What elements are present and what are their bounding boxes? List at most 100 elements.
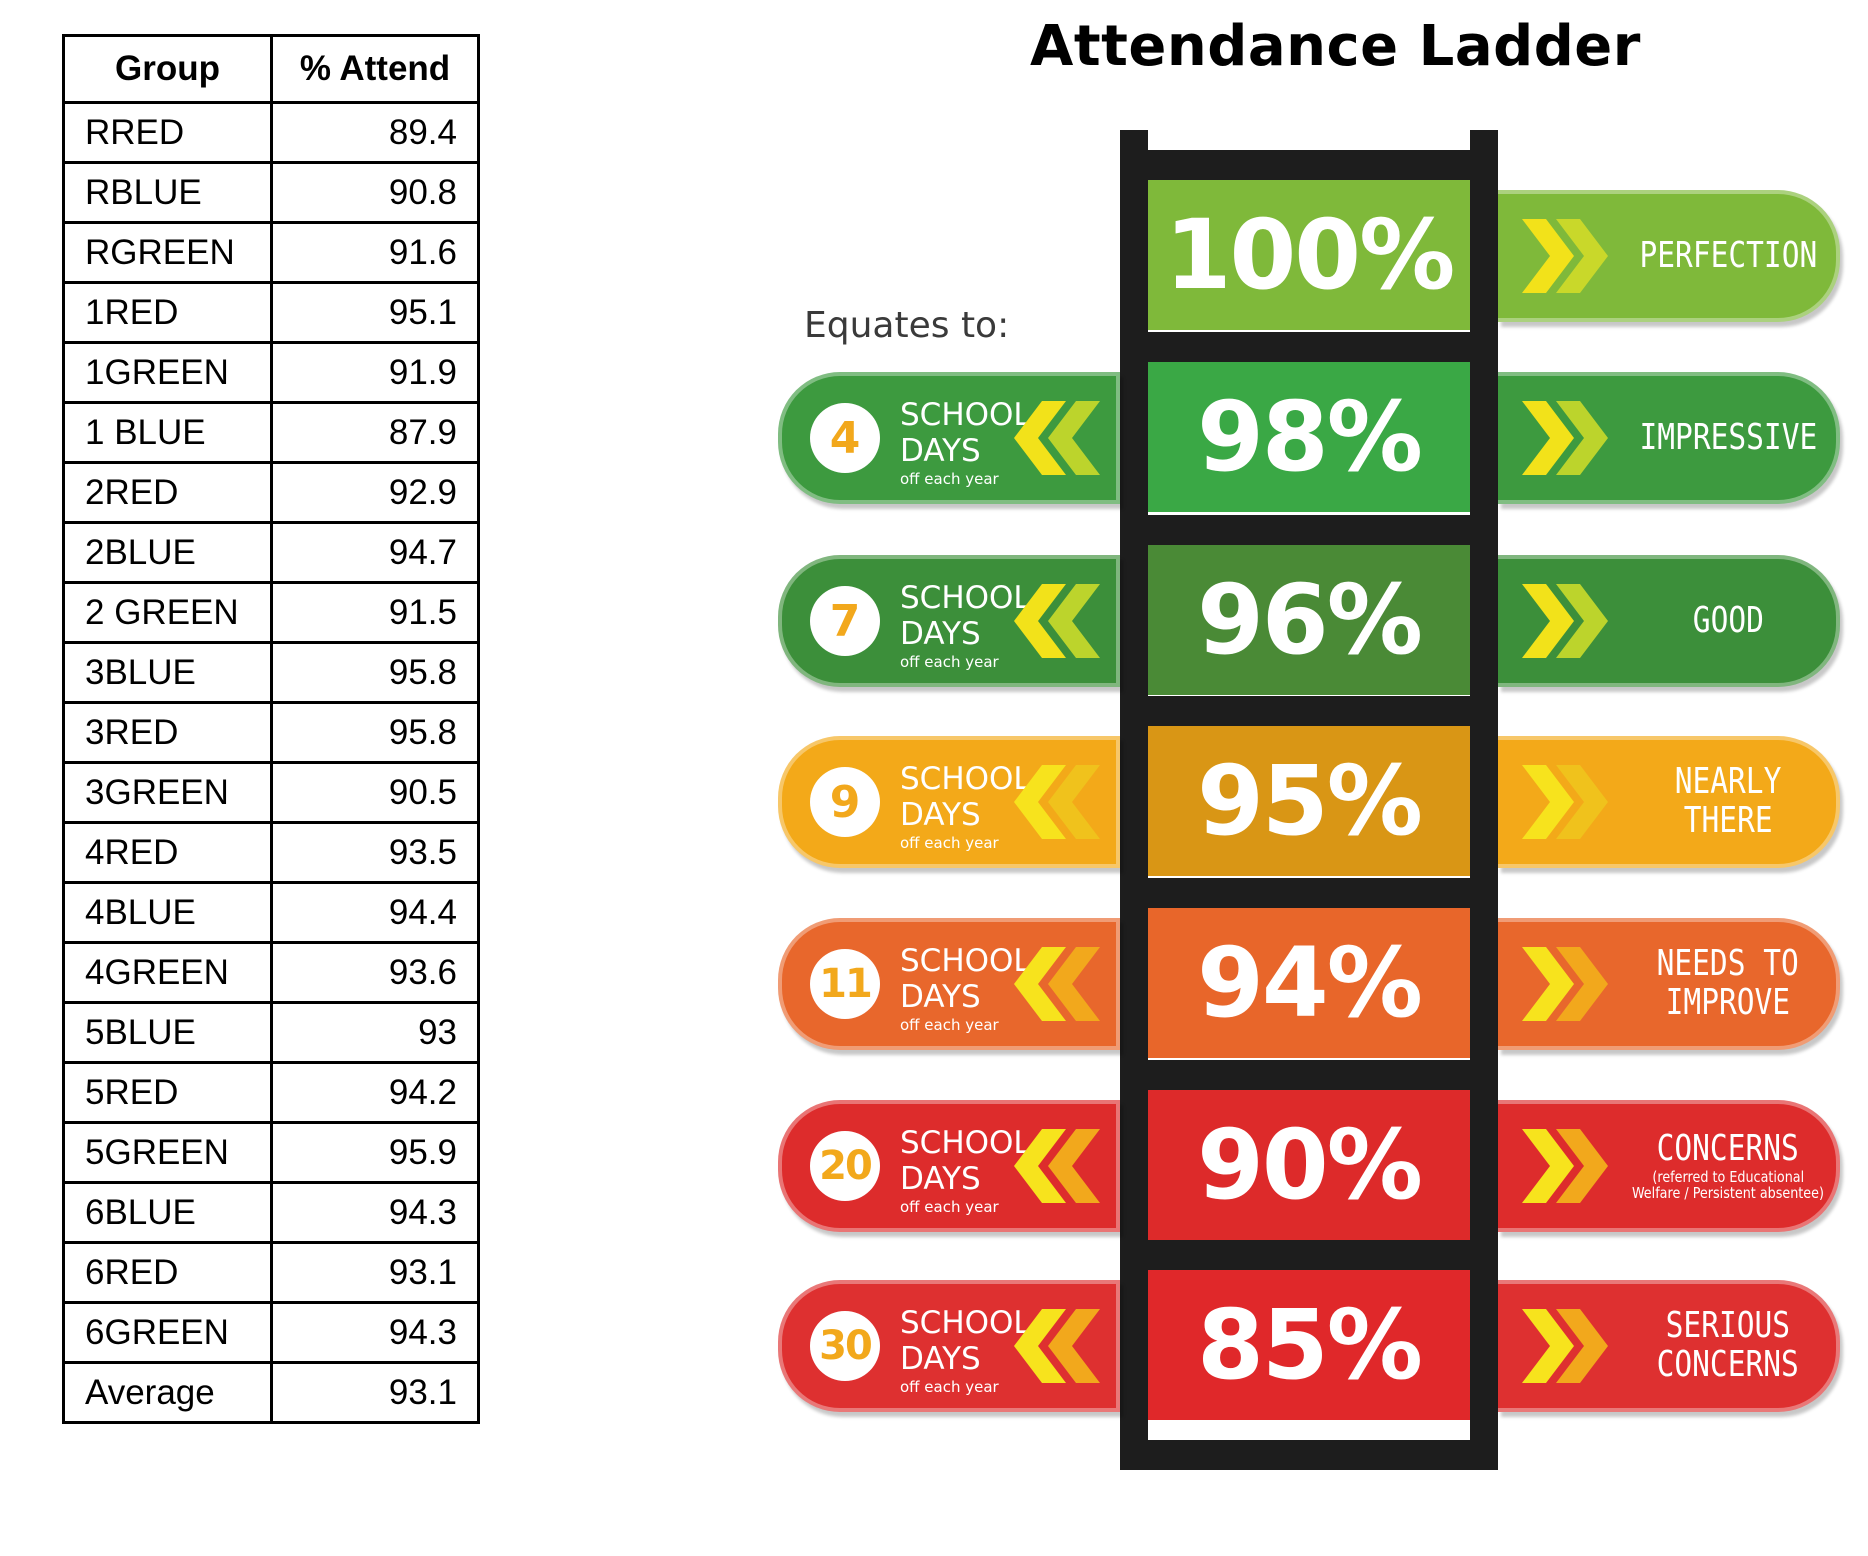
group-cell: 3GREEN <box>62 761 273 824</box>
chevron-right-icon <box>1516 393 1616 483</box>
days-badge: 20 <box>810 1131 880 1201</box>
school-days-text: SCHOOL <box>900 943 1031 979</box>
group-cell: 4GREEN <box>62 941 273 1004</box>
chevron-right-icon <box>1516 211 1616 301</box>
table-row: 3GREEN 90.5 <box>62 761 480 824</box>
days-badge: 4 <box>810 403 880 473</box>
table-row: 1RED 95.1 <box>62 281 480 344</box>
school-days-text: SCHOOL <box>900 1305 1031 1341</box>
school-days-text: SCHOOL <box>900 761 1031 797</box>
attend-cell: 94.3 <box>270 1181 480 1244</box>
table-row: 1GREEN 91.9 <box>62 341 480 404</box>
table-row: 2 GREEN 91.5 <box>62 581 480 644</box>
table-row: 4GREEN 93.6 <box>62 941 480 1004</box>
status-text: IMPROVE <box>1665 982 1791 1023</box>
attend-cell: 89.4 <box>270 101 480 164</box>
status-label: NEEDS TO IMPROVE <box>1618 918 1838 1050</box>
percent-rung: 98% <box>1148 362 1470 512</box>
group-cell: 1GREEN <box>62 341 273 404</box>
chevron-right-icon <box>1516 939 1616 1029</box>
school-days-label: SCHOOL DAYS off each year <box>900 946 1031 1033</box>
group-cell: RGREEN <box>62 221 273 284</box>
chevron-left-icon <box>1006 1121 1106 1211</box>
status-text: NEARLY <box>1674 761 1782 803</box>
ladder-rung-separator <box>1148 1240 1470 1270</box>
table-row: 6BLUE 94.3 <box>62 1181 480 1244</box>
group-cell: 4RED <box>62 821 273 884</box>
chevron-left-icon <box>1006 757 1106 847</box>
percent-rung: 90% <box>1148 1090 1470 1240</box>
attend-cell: 91.5 <box>270 581 480 644</box>
group-cell: RBLUE <box>62 161 273 224</box>
per-year-text: off each year <box>900 653 999 671</box>
group-cell: 1RED <box>62 281 273 344</box>
attend-cell: 93.1 <box>270 1361 480 1424</box>
table-row: 3RED 95.8 <box>62 701 480 764</box>
table-row: RGREEN 91.6 <box>62 221 480 284</box>
group-cell: 2RED <box>62 461 273 524</box>
table-row: 4RED 93.5 <box>62 821 480 884</box>
attend-cell: 95.8 <box>270 701 480 764</box>
table-row: 2RED 92.9 <box>62 461 480 524</box>
percent-rung: 96% <box>1148 545 1470 695</box>
school-days-label: SCHOOL DAYS off each year <box>900 764 1031 851</box>
table-row: 5BLUE 93 <box>62 1001 480 1064</box>
group-cell: 4BLUE <box>62 881 273 944</box>
attend-cell: 87.9 <box>270 401 480 464</box>
attend-cell: 91.9 <box>270 341 480 404</box>
group-cell: 6BLUE <box>62 1181 273 1244</box>
table-row: 2BLUE 94.7 <box>62 521 480 584</box>
status-pill <box>1498 918 1840 1050</box>
school-days-text: DAYS <box>900 1161 981 1197</box>
per-year-text: off each year <box>900 1198 999 1216</box>
status-text: IMPRESSIVE <box>1639 416 1817 458</box>
table-row: 6RED 93.1 <box>62 1241 480 1304</box>
table-row: 6GREEN 94.3 <box>62 1301 480 1364</box>
ladder-title: Attendance Ladder <box>1030 14 1641 79</box>
school-days-text: DAYS <box>900 797 981 833</box>
status-label: SERIOUS CONCERNS <box>1618 1280 1838 1412</box>
school-days-text: SCHOOL <box>900 397 1031 433</box>
per-year-text: off each year <box>900 834 999 852</box>
attend-cell: 93.6 <box>270 941 480 1004</box>
school-days-label: SCHOOL DAYS off each year <box>900 400 1031 487</box>
table-row-average: Average 93.1 <box>62 1361 480 1424</box>
table-row: RRED 89.4 <box>62 101 480 164</box>
school-days-label: SCHOOL DAYS off each year <box>900 583 1031 670</box>
ladder-rung-separator <box>1148 1060 1470 1090</box>
status-note: (referred to Educational <box>1652 1168 1804 1187</box>
table-row: RBLUE 90.8 <box>62 161 480 224</box>
school-days-text: SCHOOL <box>900 580 1031 616</box>
chevron-right-icon <box>1516 1301 1616 1391</box>
chevron-right-icon <box>1516 576 1616 666</box>
attend-cell: 90.5 <box>270 761 480 824</box>
percent-rung: 100% <box>1148 180 1470 330</box>
attend-cell: 93.5 <box>270 821 480 884</box>
school-days-label: SCHOOL DAYS off each year <box>900 1308 1031 1395</box>
table-row: 4BLUE 94.4 <box>62 881 480 944</box>
ladder-rung-separator <box>1148 332 1470 362</box>
attend-cell: 95.1 <box>270 281 480 344</box>
attend-cell: 90.8 <box>270 161 480 224</box>
status-label: PERFECTION <box>1618 190 1838 322</box>
chevron-right-icon <box>1516 757 1616 847</box>
ladder-rung-separator <box>1148 515 1470 545</box>
chevron-left-icon <box>1006 576 1106 666</box>
chevron-left-icon <box>1006 1301 1106 1391</box>
group-cell: 6RED <box>62 1241 273 1304</box>
table-row: 5GREEN 95.9 <box>62 1121 480 1184</box>
status-label: NEARLY THERE <box>1618 736 1838 868</box>
percent-rung: 94% <box>1148 908 1470 1058</box>
attend-cell: 95.8 <box>270 641 480 704</box>
group-cell: RRED <box>62 101 273 164</box>
group-cell: 6GREEN <box>62 1301 273 1364</box>
equates-label: Equates to: <box>804 305 1010 346</box>
days-badge: 30 <box>810 1311 880 1381</box>
ladder-rail-left <box>1120 130 1148 1470</box>
status-text: CONCERNS <box>1656 1128 1800 1170</box>
group-cell: 2BLUE <box>62 521 273 584</box>
status-label: IMPRESSIVE <box>1618 372 1838 504</box>
status-label: GOOD <box>1618 555 1838 687</box>
ladder-rail-bottom <box>1120 1440 1498 1470</box>
